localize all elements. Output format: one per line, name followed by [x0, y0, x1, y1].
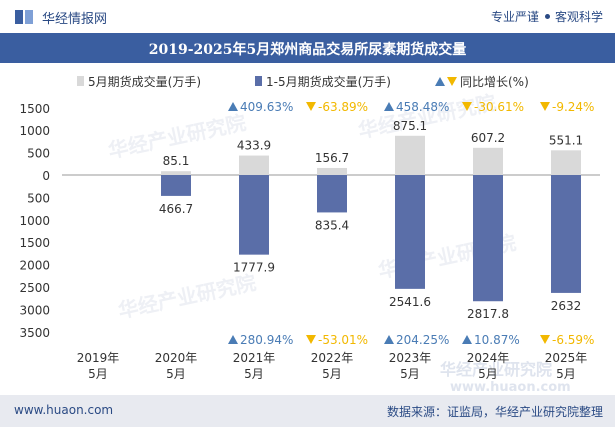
growth-label: 10.87%	[474, 333, 520, 347]
growth-up-icon	[384, 102, 394, 111]
x-tick-label-year: 2019年	[77, 351, 120, 365]
bar-cumulative	[473, 175, 503, 302]
growth-label: 409.63%	[240, 100, 293, 114]
legend-swatch-monthly	[77, 76, 84, 86]
bar-cumulative	[395, 175, 425, 289]
y-tick-label: 1000	[19, 214, 50, 228]
y-tick-label: 500	[27, 147, 50, 161]
y-tick-label: 3000	[19, 303, 50, 317]
y-tick-label: 3500	[19, 326, 50, 340]
legend-label-cumulative: 1-5月期货成交量(万手)	[266, 74, 391, 89]
y-tick-label: 1000	[19, 124, 50, 138]
y-tick-label: 1500	[19, 236, 50, 250]
bar-monthly	[395, 135, 425, 175]
huajing-logo-icon	[15, 10, 33, 24]
watermark-text: 华经产业研究院	[116, 270, 258, 323]
bar-monthly	[473, 147, 503, 175]
legend-label-monthly: 5月期货成交量(万手)	[88, 74, 201, 89]
data-label-monthly: 607.2	[471, 131, 505, 145]
header: 华经情报网 专业严谨 客观科学	[0, 0, 615, 33]
data-label-monthly: 85.1	[163, 154, 190, 168]
legend-up-triangle-icon	[435, 77, 445, 86]
x-tick-label-year: 2022年	[311, 351, 354, 365]
bar-monthly	[161, 171, 191, 175]
y-tick-label: 2500	[19, 281, 50, 295]
x-tick-label-year: 2024年	[467, 351, 510, 365]
slogan-left: 专业严谨	[490, 10, 539, 24]
growth-label: -9.24%	[552, 100, 594, 114]
growth-down-icon	[462, 102, 472, 111]
chart-title: 2019-2025年5月郑州商品交易所尿素期货成交量	[148, 42, 467, 58]
data-label-monthly: 875.1	[393, 119, 427, 133]
growth-label: 458.48%	[396, 100, 449, 114]
x-tick-label-month: 5月	[166, 367, 186, 381]
x-tick-label-month: 5月	[244, 367, 264, 381]
growth-down-icon	[306, 335, 316, 344]
growth-label: 280.94%	[240, 333, 293, 347]
slogan-right: 客观科学	[554, 10, 603, 24]
growth-label: 204.25%	[396, 333, 449, 347]
brand-name: 华经情报网	[42, 12, 108, 27]
x-tick-label-month: 5月	[322, 367, 342, 381]
data-label-cumulative: 1777.9	[233, 261, 275, 275]
growth-down-icon	[306, 102, 316, 111]
bar-cumulative	[239, 175, 269, 255]
growth-up-icon	[462, 335, 472, 344]
y-tick-label: 2000	[19, 259, 50, 273]
data-label-cumulative: 2817.8	[467, 307, 509, 321]
legend-swatch-cumulative	[255, 76, 262, 86]
growth-label: -53.01%	[318, 333, 368, 347]
y-tick-label: 500	[27, 191, 50, 205]
footer: www.huaon.com 数据来源：证监局，华经产业研究院整理	[0, 395, 615, 427]
data-label-cumulative: 2632	[551, 299, 582, 313]
y-tick-label: 1500	[19, 102, 50, 116]
x-tick-label-month: 5月	[88, 367, 108, 381]
x-tick-label-year: 2021年	[233, 351, 276, 365]
chart-area: 华经产业研究院 华经产业研究院华经产业研究院华经产业研究院华经产业研究院www.h…	[19, 74, 600, 395]
legend-label-growth: 同比增长(%)	[460, 75, 529, 89]
y-tick-label: 0	[42, 169, 50, 183]
legend-down-triangle-icon	[447, 77, 457, 86]
bar-cumulative	[551, 175, 581, 293]
data-label-monthly: 551.1	[549, 133, 583, 147]
data-label-monthly: 433.9	[237, 139, 271, 153]
slogan: 专业严谨 客观科学	[491, 8, 603, 25]
data-source: 数据来源：证监局，华经产业研究院整理	[386, 405, 603, 419]
website-link[interactable]: www.huaon.com	[14, 403, 114, 417]
growth-down-icon	[540, 102, 550, 111]
growth-up-icon	[228, 102, 238, 111]
data-label-cumulative: 835.4	[315, 218, 349, 232]
growth-label: -63.89%	[318, 100, 368, 114]
data-label-cumulative: 466.7	[159, 202, 193, 216]
x-tick-label-month: 5月	[400, 367, 420, 381]
watermark-text: 华经产业研究院	[440, 360, 552, 379]
growth-up-icon	[384, 335, 394, 344]
bar-monthly	[551, 150, 581, 175]
dot-separator-icon	[544, 14, 550, 19]
x-tick-label-year: 2025年	[545, 351, 588, 365]
bar-monthly	[317, 167, 347, 175]
title-bar: 2019-2025年5月郑州商品交易所尿素期货成交量	[0, 33, 615, 63]
bar-cumulative	[161, 175, 191, 196]
x-tick-label-month: 5月	[556, 367, 576, 381]
growth-label: -30.61%	[474, 100, 524, 114]
x-tick-label-year: 2020年	[155, 351, 198, 365]
growth-up-icon	[228, 335, 238, 344]
data-label-cumulative: 2541.6	[389, 295, 431, 309]
data-label-monthly: 156.7	[315, 151, 349, 165]
growth-label: -6.59%	[552, 333, 594, 347]
x-tick-label-year: 2023年	[389, 351, 432, 365]
growth-down-icon	[540, 335, 550, 344]
watermark-url: www.huaon.com	[450, 380, 571, 395]
bar-cumulative	[317, 175, 347, 213]
bar-monthly	[239, 155, 269, 175]
x-tick-label-month: 5月	[478, 367, 498, 381]
